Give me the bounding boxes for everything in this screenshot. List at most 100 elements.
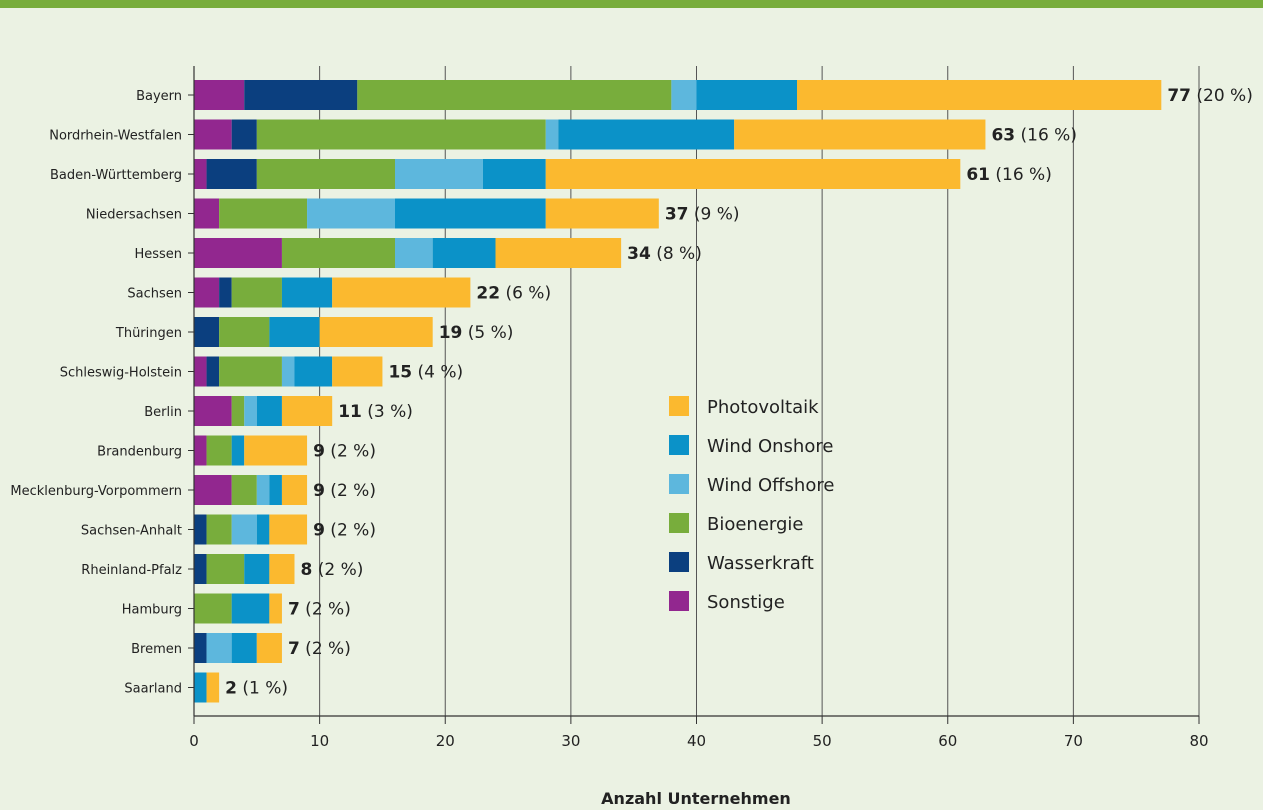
category-label: Bayern xyxy=(136,89,182,104)
legend-swatch-wind-offshore xyxy=(669,474,689,494)
x-tick-label-0: 0 xyxy=(189,732,199,750)
bar-segment-photovoltaik xyxy=(281,475,308,505)
bar-segment-wind-onshore xyxy=(294,356,333,387)
total-label: 9 (2 %) xyxy=(313,442,376,462)
bar-segment-wasserkraft xyxy=(194,554,207,584)
bar-segment-sonstige xyxy=(194,356,207,387)
bar-segment-bioenergie xyxy=(281,238,395,268)
bar-segment-wasserkraft xyxy=(206,159,257,189)
total-value: 34 xyxy=(627,244,651,264)
category-labels: Bayern Nordrhein-Westfalen Baden-Württembe… xyxy=(10,89,182,697)
legend-label-bioenergie: Bioenergie xyxy=(707,514,804,535)
bar-segment-wind-onshore xyxy=(696,80,797,110)
x-tick-label-50: 50 xyxy=(813,732,832,750)
bar-segment-wind-offshore xyxy=(395,159,483,189)
bar-segment-photovoltaik xyxy=(244,435,308,466)
category-label: Sachsen-Anhalt xyxy=(81,524,182,539)
bar-segment-wind-offshore xyxy=(395,238,433,268)
legend-swatch-sonstige xyxy=(669,591,689,611)
total-label: 22 (6 %) xyxy=(476,284,551,304)
total-label: 8 (2 %) xyxy=(301,560,364,580)
bar-segment-bioenergie xyxy=(357,80,672,110)
bar-segment-wind-offshore xyxy=(244,396,257,426)
total-label: 37 (9 %) xyxy=(665,205,740,225)
total-percent: (9 %) xyxy=(688,205,739,225)
bar-segment-photovoltaik xyxy=(495,238,622,268)
bar-segment-wasserkraft xyxy=(206,356,220,387)
bar-segment-sonstige xyxy=(194,198,220,229)
bar-segment-wind-offshore xyxy=(307,198,395,229)
category-label: Berlin xyxy=(144,405,182,420)
bar-segment-bioenergie xyxy=(206,514,232,545)
bar-segment-bioenergie xyxy=(206,435,232,466)
legend-label-wind-offshore: Wind Offshore xyxy=(707,475,834,496)
bar-segment-sonstige xyxy=(194,238,282,268)
bar-segment-bioenergie xyxy=(231,396,245,426)
legend-swatch-wind-onshore xyxy=(669,435,689,455)
bar-segment-wasserkraft xyxy=(231,119,257,150)
bar-segment-sonstige xyxy=(194,119,232,150)
total-percent: (20 %) xyxy=(1191,86,1253,106)
x-tick-label-60: 60 xyxy=(938,732,957,750)
bar-segment-photovoltaik xyxy=(206,672,220,703)
total-label: 15 (4 %) xyxy=(388,363,463,383)
bar-segment-photovoltaik xyxy=(281,396,333,426)
bar-segment-photovoltaik xyxy=(734,119,986,150)
total-label: 34 (8 %) xyxy=(627,244,702,264)
category-label: Nordrhein-Westfalen xyxy=(49,129,182,144)
bar-segment-bioenergie xyxy=(206,554,245,584)
total-value: 2 xyxy=(225,679,237,699)
bars xyxy=(194,80,1162,703)
bar-segment-photovoltaik xyxy=(797,80,1162,110)
bar-segment-sonstige xyxy=(194,435,207,466)
bar-segment-wind-onshore xyxy=(395,198,546,229)
category-label: Schleswig-Holstein xyxy=(60,366,182,381)
total-label: 7 (2 %) xyxy=(288,600,351,620)
bar-segment-wind-onshore xyxy=(194,672,207,703)
x-tick-label-80: 80 xyxy=(1189,732,1208,750)
bar-segment-photovoltaik xyxy=(545,198,659,229)
total-percent: (2 %) xyxy=(325,442,376,462)
bar-segment-sonstige xyxy=(194,80,245,110)
legend-label-wind-onshore: Wind Onshore xyxy=(707,436,833,457)
bar-segment-wasserkraft xyxy=(219,277,232,308)
x-tick-label-30: 30 xyxy=(561,732,580,750)
category-label: Mecklenburg-Vorpommern xyxy=(10,484,182,499)
bar-segment-photovoltaik xyxy=(332,356,383,387)
total-value: 9 xyxy=(313,442,325,462)
total-percent: (2 %) xyxy=(312,560,363,580)
total-label: 61 (16 %) xyxy=(966,165,1052,185)
total-label: 9 (2 %) xyxy=(313,481,376,501)
total-label: 9 (2 %) xyxy=(313,521,376,541)
bar-segment-wind-offshore xyxy=(231,514,257,545)
total-value: 77 xyxy=(1167,86,1191,106)
bar-segment-sonstige xyxy=(194,159,207,189)
total-percent: (16 %) xyxy=(990,165,1052,185)
bar-segment-photovoltaik xyxy=(319,317,433,347)
total-percent: (2 %) xyxy=(300,600,351,620)
legend-swatch-wasserkraft xyxy=(669,552,689,572)
bar-segment-wasserkraft xyxy=(194,514,207,545)
bar-segment-wind-offshore xyxy=(671,80,697,110)
total-label: 77 (20 %) xyxy=(1167,86,1253,106)
total-value: 63 xyxy=(991,126,1015,146)
total-percent: (4 %) xyxy=(412,363,463,383)
total-value: 19 xyxy=(439,323,463,343)
category-label: Hamburg xyxy=(122,603,182,618)
total-value: 22 xyxy=(476,284,500,304)
bar-segment-wind-onshore xyxy=(231,435,245,466)
total-label: 19 (5 %) xyxy=(439,323,514,343)
bar-segment-bioenergie xyxy=(256,119,546,150)
total-value: 37 xyxy=(665,205,689,225)
x-tick-label-20: 20 xyxy=(436,732,455,750)
total-value: 8 xyxy=(301,560,313,580)
top-accent-bar xyxy=(0,0,1263,8)
x-tick-label-10: 10 xyxy=(310,732,329,750)
bar-segment-photovoltaik xyxy=(269,514,308,545)
bar-segment-wind-onshore xyxy=(482,159,546,189)
total-label: 2 (1 %) xyxy=(225,679,288,699)
legend-label-photovoltaik: Photovoltaik xyxy=(707,397,819,418)
bar-segment-wind-onshore xyxy=(281,277,333,308)
